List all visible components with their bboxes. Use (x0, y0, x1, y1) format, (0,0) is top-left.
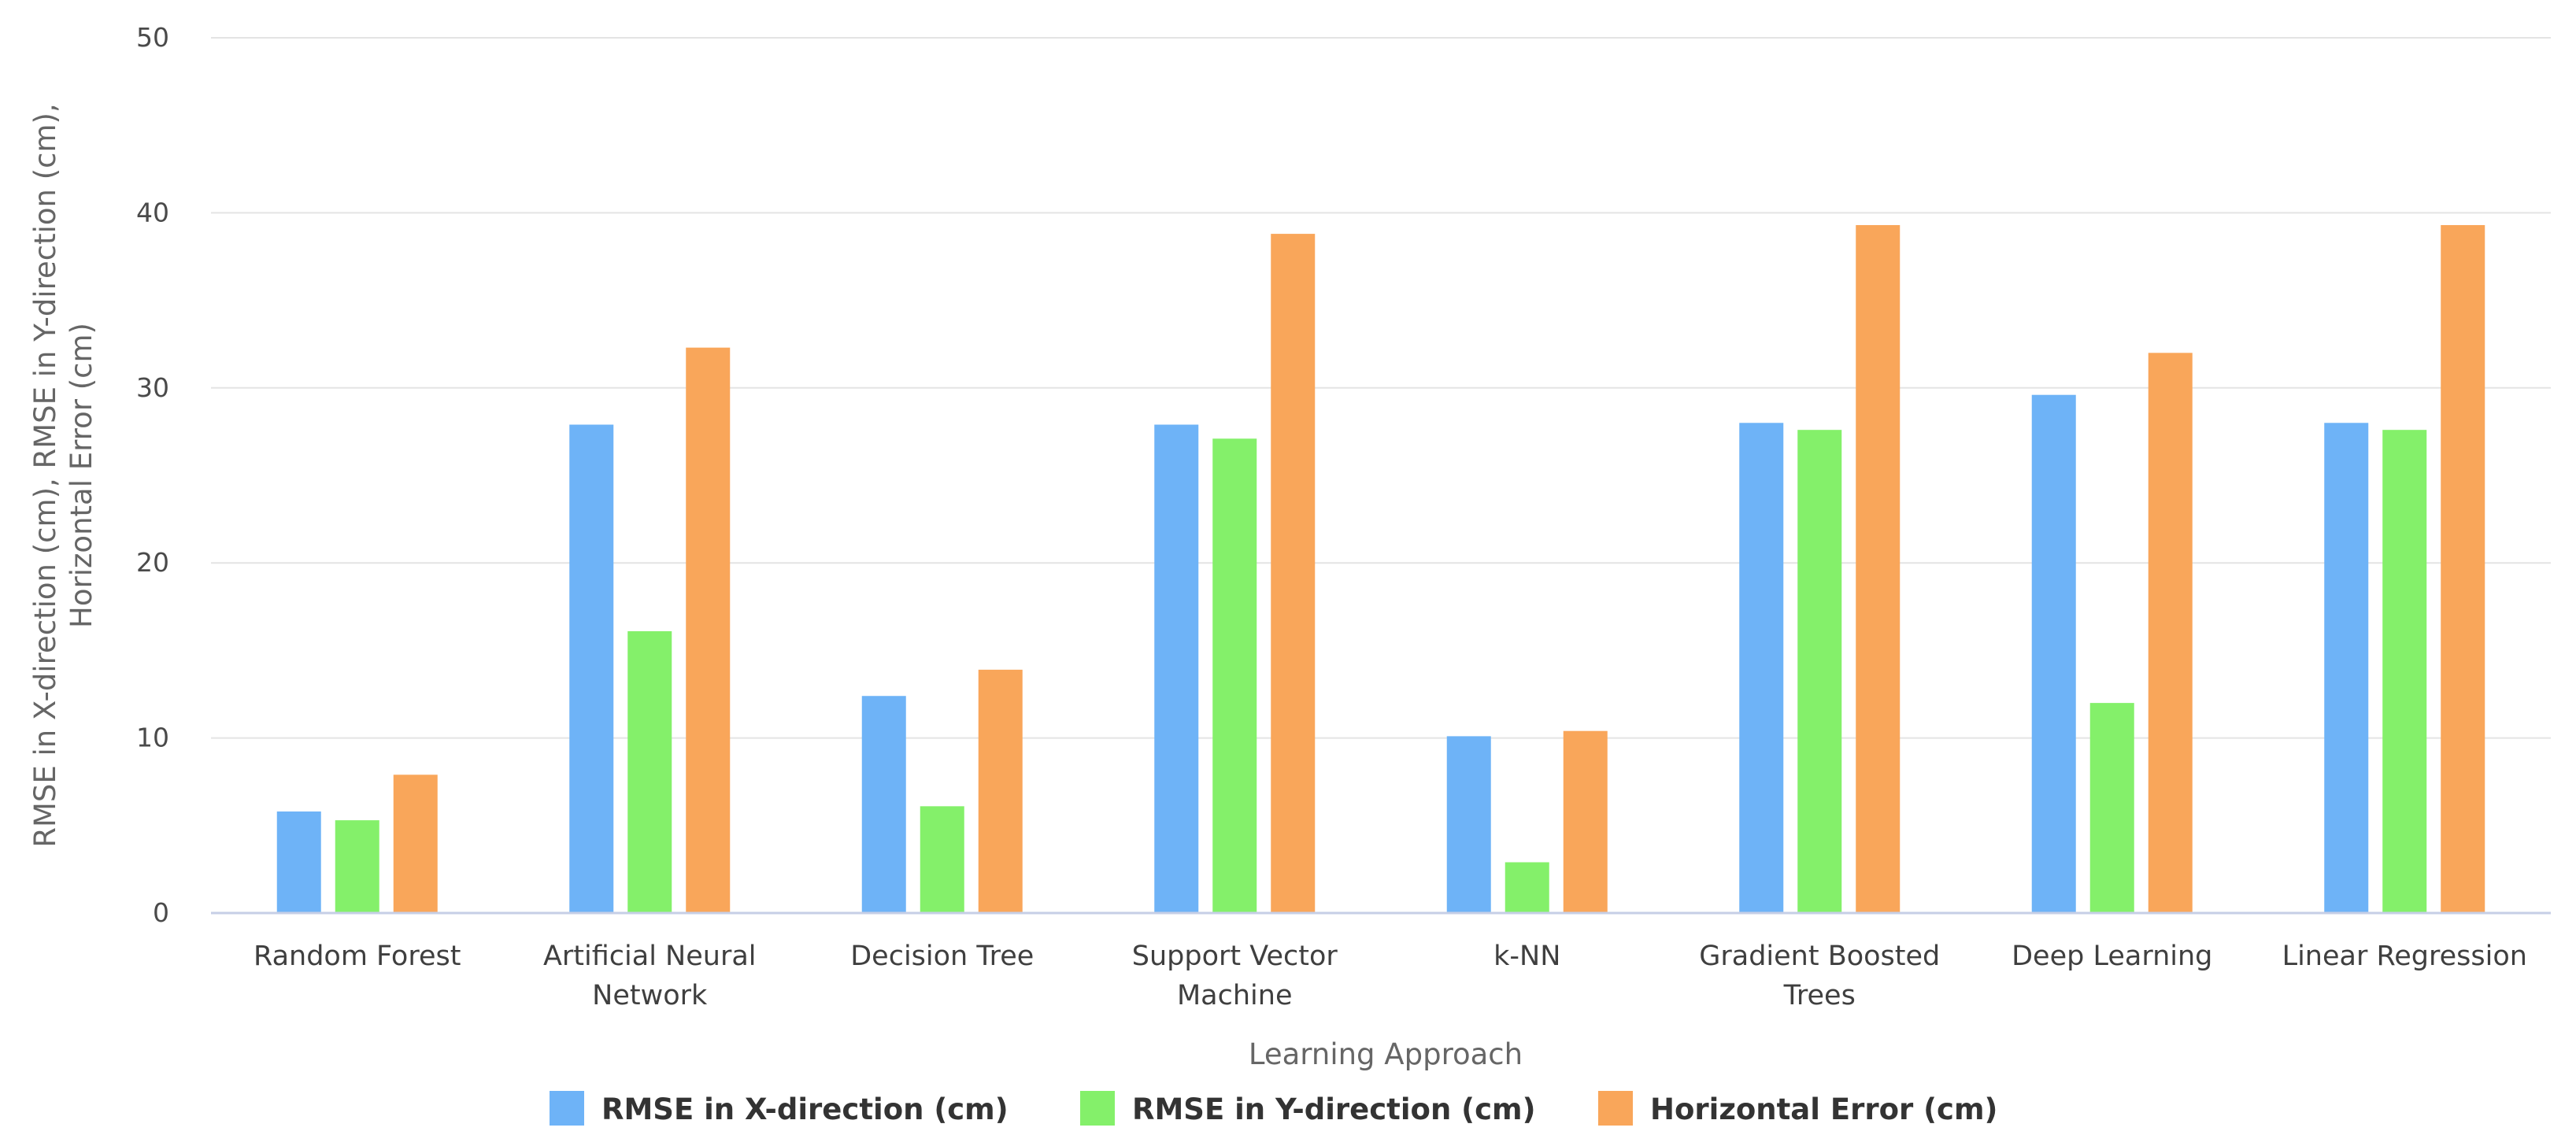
bar-4-series-2[interactable] (1212, 438, 1257, 913)
legend-swatch-2[interactable] (1080, 1091, 1115, 1126)
gridlines (211, 37, 2551, 739)
bar-7-series-2[interactable] (2089, 703, 2134, 913)
bar-8-series-3[interactable] (2441, 224, 2485, 913)
x-tick-label: Gradient Boosted Trees (1699, 941, 1940, 1011)
bar-3-series-1[interactable] (861, 696, 906, 913)
y-tick-label: 30 (136, 372, 169, 403)
bar-1-series-1[interactable] (276, 811, 321, 913)
bar-5-series-1[interactable] (1446, 736, 1491, 913)
bar-8-series-2[interactable] (2382, 430, 2427, 913)
bar-1-series-3[interactable] (393, 774, 438, 913)
bar-7-series-1[interactable] (2031, 394, 2076, 913)
legend-swatch-1[interactable] (550, 1091, 584, 1126)
x-tick-label: Deep Learning (2012, 941, 2212, 972)
x-tick-label: k-NN (1493, 941, 1560, 972)
bar-3-series-3[interactable] (978, 669, 1023, 913)
y-tick-label: 50 (136, 22, 169, 53)
x-tick-label: Support Vector Machine (1132, 941, 1338, 1011)
bar-3-series-2[interactable] (920, 806, 964, 913)
y-tick-label: 10 (136, 723, 169, 753)
x-tick-label: Linear Regression (2282, 941, 2527, 972)
y-axis-title: RMSE in X-direction (cm), RMSE in Y-dire… (28, 103, 98, 848)
bar-6-series-2[interactable] (1797, 430, 1842, 913)
x-tick-label: Decision Tree (850, 941, 1034, 972)
bar-6-series-1[interactable] (1739, 423, 1784, 913)
axes: 0 10 20 30 40 50 Random Forest Artificial Neura… (28, 22, 2551, 1071)
x-tick-label: Random Forest (254, 941, 461, 972)
x-tick-label: Artificial Neural Network (543, 941, 757, 1011)
x-axis-title: Learning Approach (1249, 1037, 1523, 1071)
y-tick-label: 20 (136, 547, 169, 578)
legend-label-1[interactable]: RMSE in X-direction (cm) (601, 1092, 1009, 1126)
legend-swatch-3[interactable] (1598, 1091, 1633, 1126)
bar-5-series-2[interactable] (1505, 862, 1549, 913)
legend-label-2[interactable]: RMSE in Y-direction (cm) (1132, 1092, 1536, 1126)
bar-7-series-3[interactable] (2148, 353, 2193, 913)
bar-2-series-3[interactable] (686, 347, 731, 913)
y-tick-label: 0 (153, 897, 169, 928)
bar-5-series-3[interactable] (1563, 730, 1608, 913)
bar-2-series-2[interactable] (627, 630, 672, 913)
bar-6-series-3[interactable] (1856, 224, 1901, 913)
bar-2-series-1[interactable] (569, 424, 614, 913)
legend[interactable]: RMSE in X-direction (cm) RMSE in Y-direct… (550, 1091, 1997, 1126)
bar-4-series-1[interactable] (1154, 424, 1199, 913)
bar-4-series-3[interactable] (1271, 234, 1316, 913)
bar-1-series-2[interactable] (335, 820, 379, 913)
legend-label-3[interactable]: Horizontal Error (cm) (1650, 1092, 1997, 1126)
y-tick-label: 40 (136, 197, 169, 227)
bars (276, 224, 2485, 913)
bar-8-series-1[interactable] (2324, 423, 2369, 913)
